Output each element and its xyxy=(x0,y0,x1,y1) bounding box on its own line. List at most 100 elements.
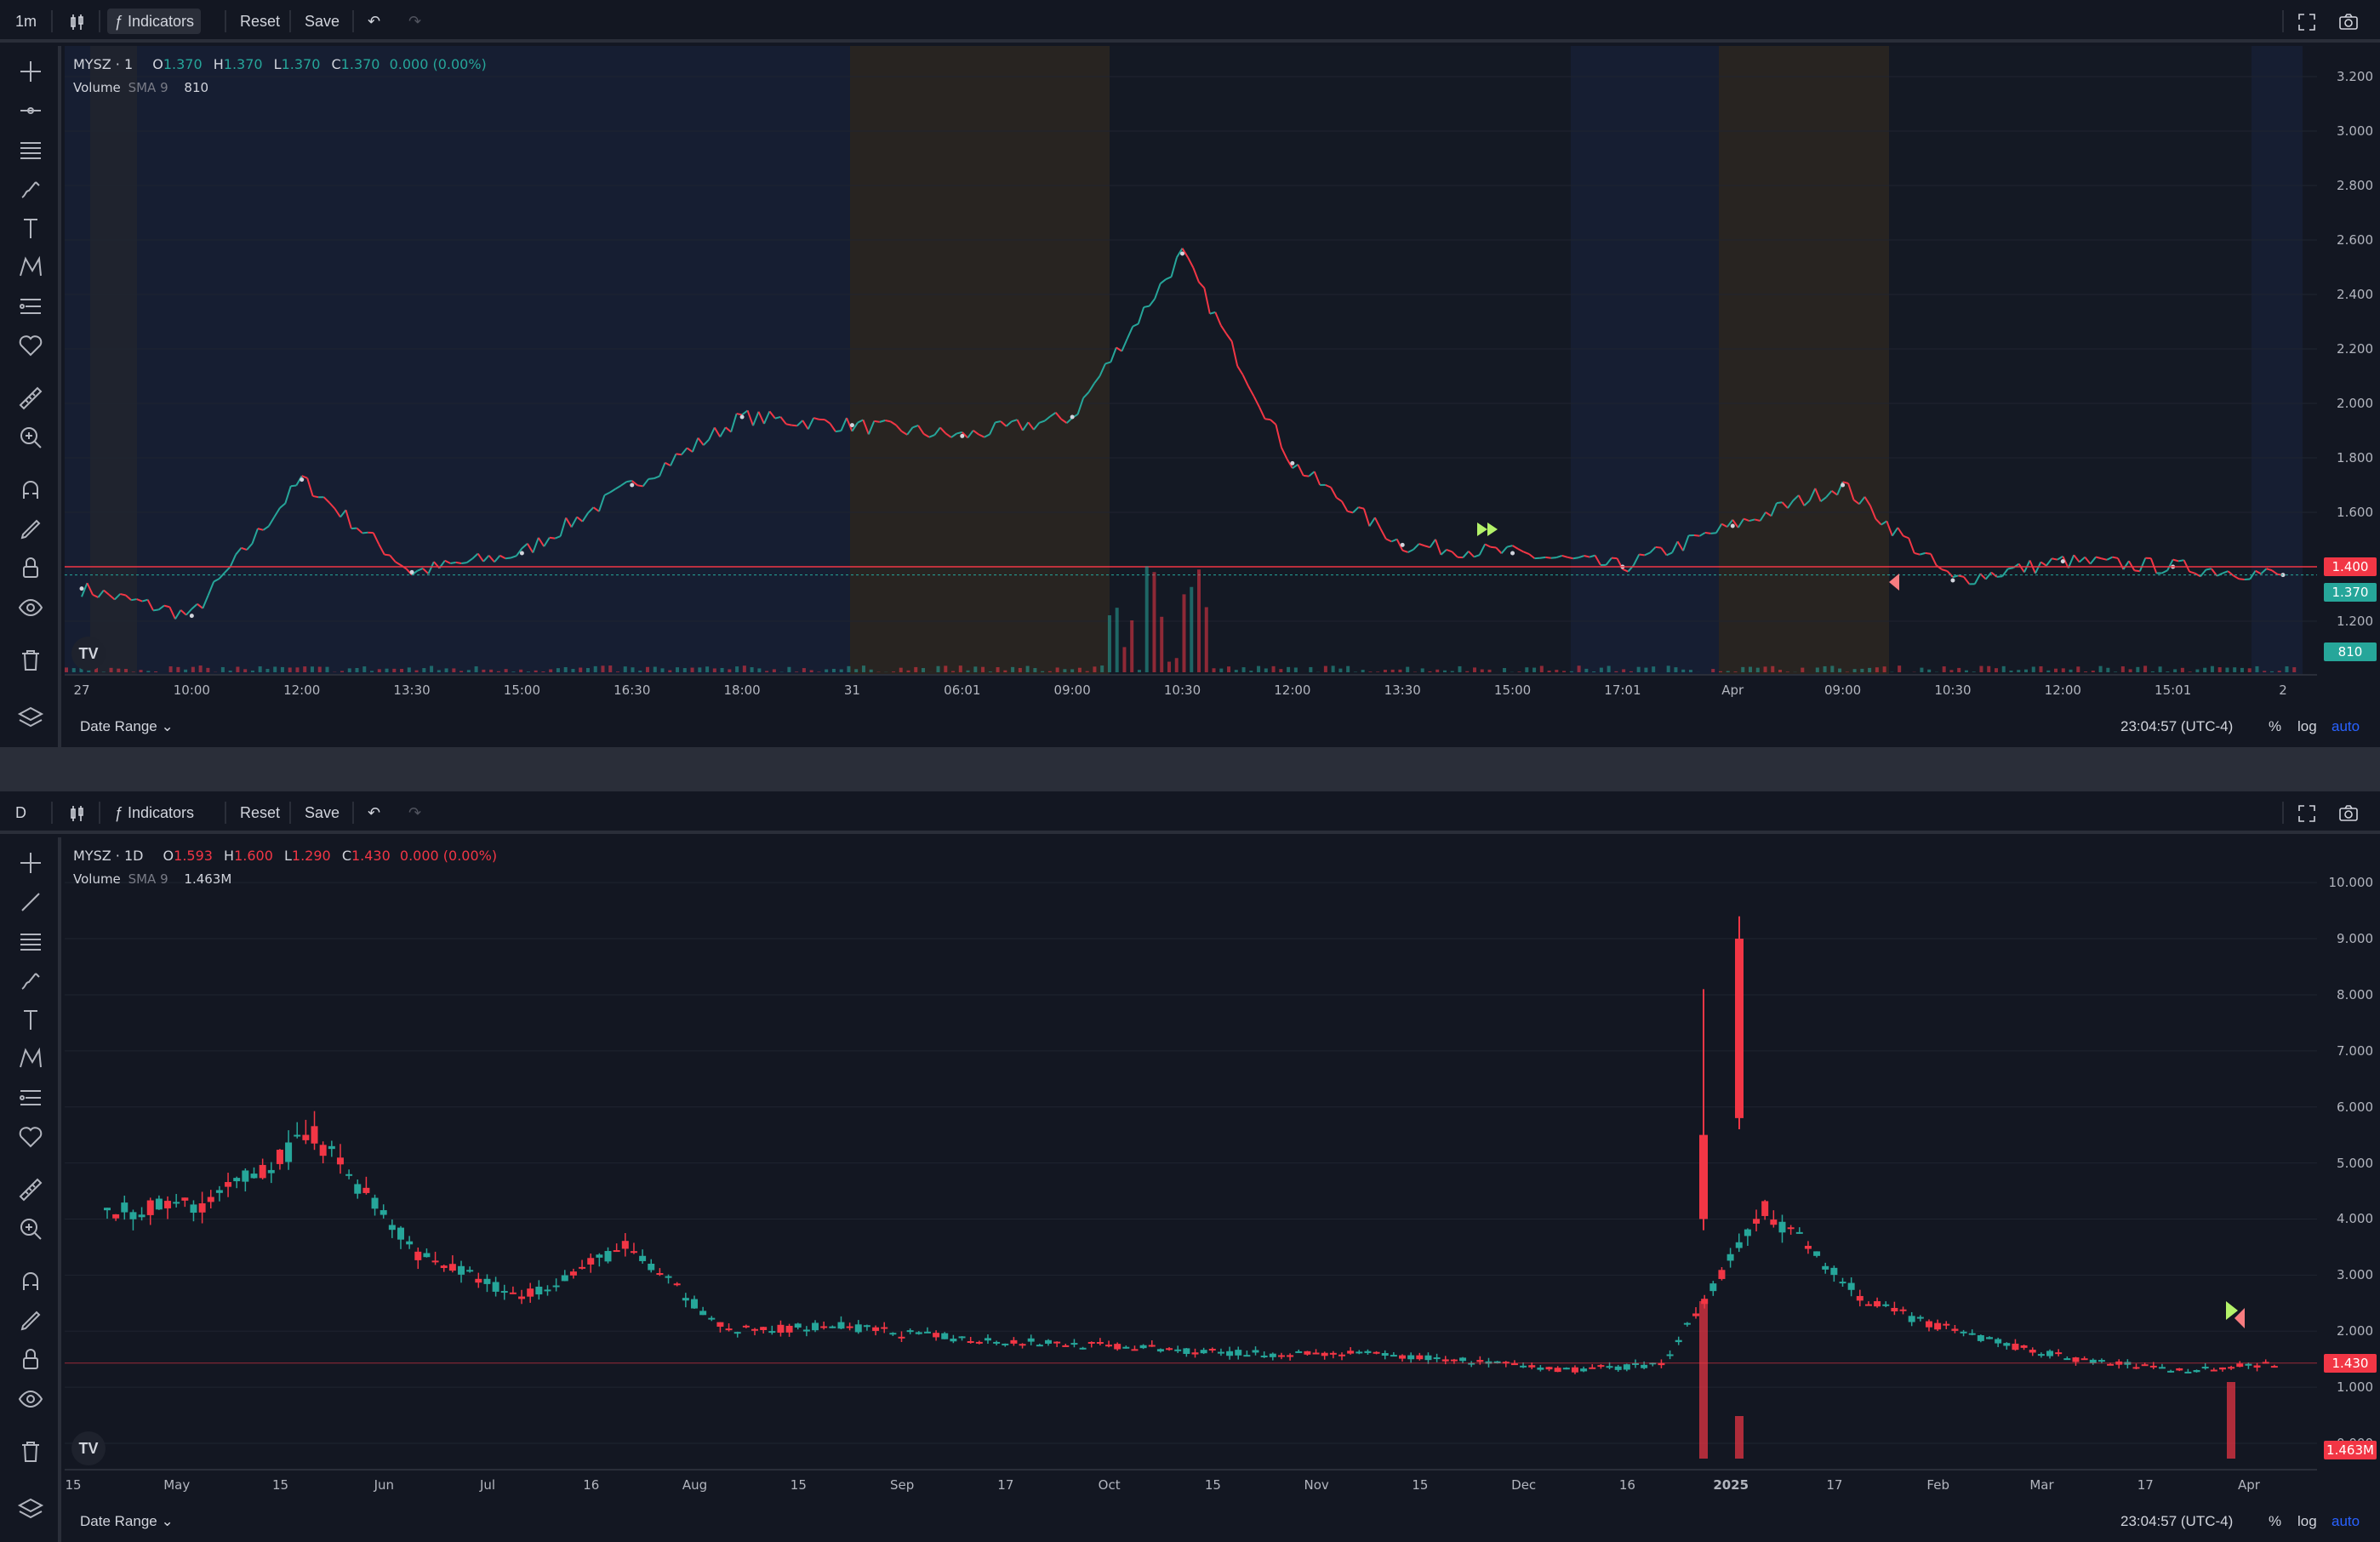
zoom-in-icon[interactable] xyxy=(12,1212,49,1246)
clock-label[interactable]: 23:04:57 (UTC-4) xyxy=(2120,718,2234,734)
price-segment xyxy=(207,581,215,596)
candles-icon[interactable] xyxy=(61,9,94,34)
undo-icon[interactable]: ↶ xyxy=(368,804,381,821)
camera-icon[interactable] xyxy=(2331,9,2366,34)
ohlc-legend: MYSZ · 1D O1.593 H1.600 L1.290 C1.430 0.… xyxy=(73,848,498,864)
trash-icon[interactable] xyxy=(12,643,49,677)
date-range-button[interactable]: Date Range ⌄ xyxy=(80,717,174,737)
pattern-icon[interactable] xyxy=(12,1042,49,1076)
trend-line-icon[interactable] xyxy=(12,885,49,919)
time-axis[interactable]: 27 10:00 12:00 13:30 15:00 16:30 18:00 31 06:01 0… xyxy=(65,674,2317,705)
horizontal-line-icon[interactable] xyxy=(12,94,49,128)
price-segment xyxy=(108,594,116,601)
price-segment xyxy=(86,582,94,596)
eye-icon[interactable] xyxy=(12,1382,49,1416)
reset-button[interactable]: Reset xyxy=(240,13,281,30)
magnet-icon[interactable] xyxy=(12,473,49,507)
price-axis[interactable]: 10.000 9.000 8.000 7.000 6.000 5.000 4.000 3.00… xyxy=(2317,837,2380,1469)
volume-bar xyxy=(973,666,978,672)
interval-button[interactable]: 1m xyxy=(15,13,37,30)
price-segment xyxy=(1281,447,1288,460)
price-segment xyxy=(906,426,914,436)
candles-icon[interactable] xyxy=(61,800,94,825)
interval-button[interactable]: D xyxy=(15,804,26,821)
crosshair-icon[interactable] xyxy=(12,54,49,89)
high-value: 1.370 xyxy=(223,56,263,72)
volume-bar xyxy=(1569,671,1573,672)
heart-icon[interactable] xyxy=(12,328,49,363)
clock-label[interactable]: 23:04:57 (UTC-4) xyxy=(2120,1513,2234,1529)
volume-bar xyxy=(504,669,508,672)
tradingview-logo[interactable]: TV xyxy=(71,637,106,671)
lock-icon[interactable] xyxy=(12,551,49,585)
candle-body xyxy=(1493,1361,1501,1364)
ruler-icon[interactable] xyxy=(12,1173,49,1207)
pitchfork-icon[interactable] xyxy=(12,924,49,958)
crosshair-icon[interactable] xyxy=(12,846,49,880)
time-axis[interactable]: 15 May 15 Jun Jul 16 Aug 15 Sep 17 Oct 15 Nov 15 Dec 16… xyxy=(65,1469,2317,1499)
volume-bar xyxy=(1517,671,1521,672)
reset-button[interactable]: Reset xyxy=(240,804,281,821)
close-value: 1.430 xyxy=(351,848,391,864)
eye-icon[interactable] xyxy=(12,591,49,625)
price-segment xyxy=(967,430,974,439)
indicators-button[interactable]: ƒ Indicators xyxy=(107,800,201,825)
undo-icon[interactable]: ↶ xyxy=(368,13,381,30)
forecast-icon[interactable] xyxy=(12,289,49,323)
ruler-icon[interactable] xyxy=(12,381,49,415)
save-button[interactable]: Save xyxy=(305,804,340,821)
log-toggle[interactable]: log xyxy=(2297,1513,2317,1529)
magnet-icon[interactable] xyxy=(12,1265,49,1299)
price-segment xyxy=(708,427,716,440)
text-icon[interactable] xyxy=(12,1002,49,1037)
tradingview-logo[interactable]: TV xyxy=(71,1431,106,1465)
camera-icon[interactable] xyxy=(2331,800,2366,825)
price-segment xyxy=(2035,561,2042,574)
save-button[interactable]: Save xyxy=(305,13,340,30)
volume-bar xyxy=(2076,666,2080,672)
redo-icon[interactable]: ↷ xyxy=(408,13,422,30)
date-range-button[interactable]: Date Range ⌄ xyxy=(80,1511,174,1532)
heart-icon[interactable] xyxy=(12,1120,49,1154)
log-toggle[interactable]: log xyxy=(2297,718,2317,734)
layers-icon[interactable] xyxy=(12,701,49,735)
volume-bar xyxy=(1815,667,1819,672)
pattern-icon[interactable] xyxy=(12,250,49,284)
price-chart-area[interactable] xyxy=(65,46,2317,674)
price-axis[interactable]: 3.200 3.000 2.800 2.600 2.400 2.200 2.000 1.800… xyxy=(2317,46,2380,674)
text-icon[interactable] xyxy=(12,211,49,245)
auto-toggle[interactable]: auto xyxy=(2331,1513,2360,1529)
indicators-button[interactable]: ƒ Indicators xyxy=(107,9,202,34)
layers-icon[interactable] xyxy=(12,1493,49,1527)
brush-icon[interactable] xyxy=(12,963,49,997)
candle-body xyxy=(699,1311,707,1316)
fullscreen-icon[interactable] xyxy=(2291,800,2323,825)
price-segment xyxy=(356,527,363,534)
pencil-lock-icon[interactable] xyxy=(12,1304,49,1338)
percent-toggle[interactable]: % xyxy=(2269,1513,2282,1529)
price-segment xyxy=(768,410,776,420)
forecast-icon[interactable] xyxy=(12,1081,49,1115)
candle-body xyxy=(2097,1360,2105,1362)
candle-body xyxy=(967,1340,974,1343)
price-segment xyxy=(565,517,573,528)
price-segment xyxy=(2117,557,2125,570)
price-segment xyxy=(340,509,347,518)
fullscreen-icon[interactable] xyxy=(2291,9,2323,34)
candle-body xyxy=(665,1276,672,1278)
pitchfork-icon[interactable] xyxy=(12,133,49,167)
price-segment xyxy=(1258,407,1266,420)
volume-label: Volume xyxy=(73,80,121,95)
brush-icon[interactable] xyxy=(12,172,49,206)
price-segment xyxy=(543,537,551,547)
trash-icon[interactable] xyxy=(12,1435,49,1469)
percent-toggle[interactable]: % xyxy=(2269,718,2282,734)
pencil-lock-icon[interactable] xyxy=(12,512,49,546)
volume-bar xyxy=(698,667,702,672)
lock-icon[interactable] xyxy=(12,1343,49,1377)
redo-icon[interactable]: ↷ xyxy=(408,804,422,821)
price-segment xyxy=(1379,528,1387,540)
price-chart-area[interactable] xyxy=(65,837,2317,1469)
auto-toggle[interactable]: auto xyxy=(2331,718,2360,734)
zoom-in-icon[interactable] xyxy=(12,420,49,454)
